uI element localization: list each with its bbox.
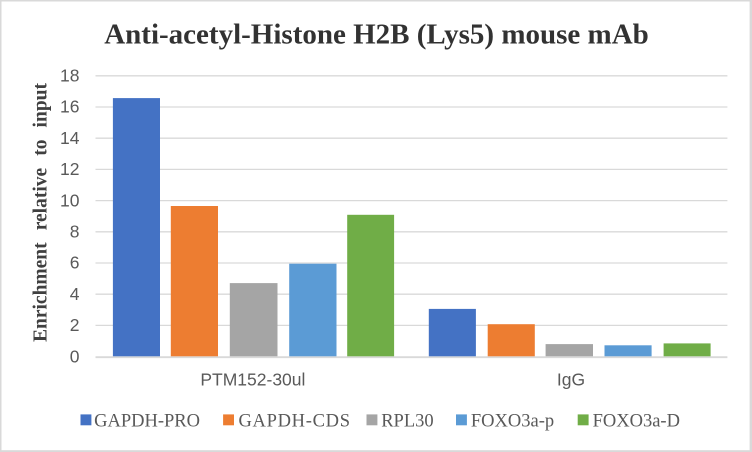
svg-text:Anti-acetyl-Histone H2B (Lys5): Anti-acetyl-Histone H2B (Lys5) mouse mAb: [104, 18, 649, 50]
svg-text:RPL30: RPL30: [381, 412, 433, 432]
svg-text:GAPDH-PRO: GAPDH-PRO: [94, 412, 200, 432]
svg-text:6: 6: [70, 253, 80, 273]
svg-text:IgG: IgG: [557, 370, 585, 390]
svg-text:PTM152-30ul: PTM152-30ul: [200, 370, 305, 390]
svg-text:12: 12: [60, 159, 79, 179]
svg-text:14: 14: [60, 128, 80, 148]
svg-text:GAPDH-CDS: GAPDH-CDS: [239, 412, 351, 432]
svg-text:18: 18: [60, 66, 79, 86]
svg-text:4: 4: [70, 284, 80, 304]
svg-text:Enrichment relative to input: Enrichment relative to input: [31, 82, 52, 342]
svg-text:8: 8: [70, 222, 80, 242]
svg-text:FOXO3a-D: FOXO3a-D: [593, 412, 680, 432]
svg-text:0: 0: [70, 346, 80, 366]
svg-text:FOXO3a-p: FOXO3a-p: [471, 412, 554, 432]
svg-text:2: 2: [70, 315, 80, 335]
svg-text:16: 16: [60, 97, 79, 117]
svg-text:10: 10: [60, 190, 80, 210]
